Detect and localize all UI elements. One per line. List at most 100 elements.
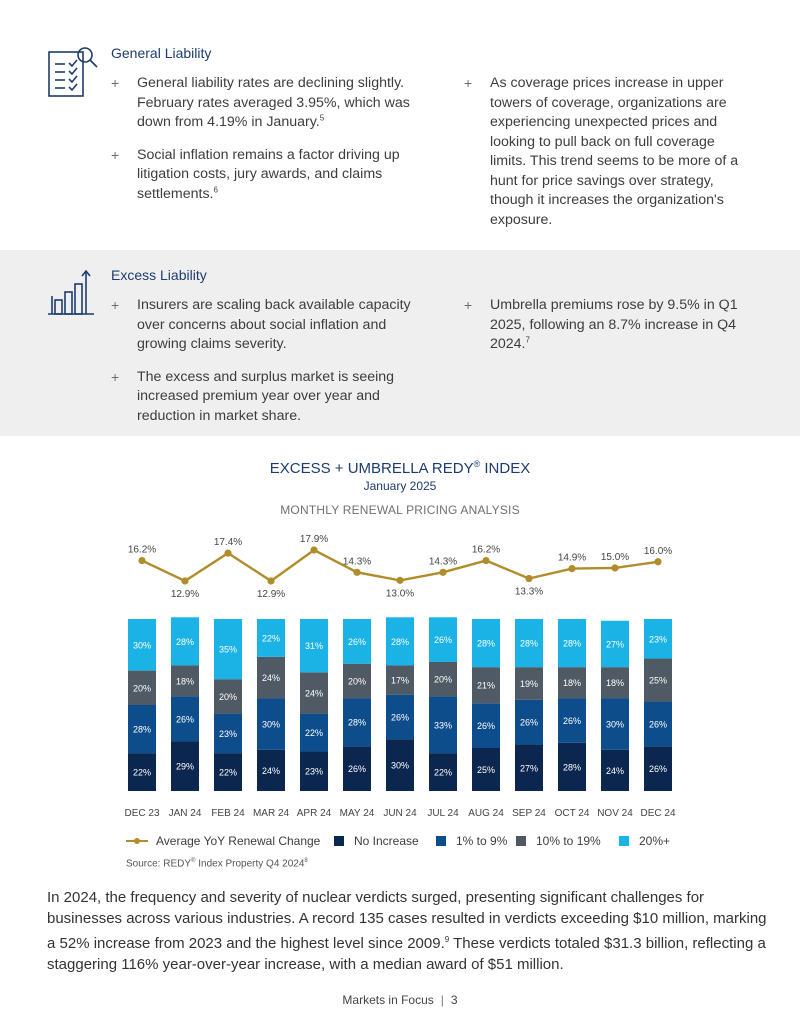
x-tick-label: JUL 24: [427, 808, 459, 819]
line-data-label: 12.9%: [171, 589, 199, 600]
bar-data-label: 20%: [219, 692, 237, 702]
redy-index-chart: 22% 28% 20% 30% DEC 23 29% 26% 18% 28% JAN 24 22% 2…: [124, 534, 675, 819]
bar-segment: [300, 713, 328, 752]
bar-segment: [515, 744, 543, 791]
x-tick-label: APR 24: [297, 808, 332, 819]
line-point: [482, 556, 490, 565]
bar-data-label: 26%: [348, 764, 366, 774]
excess-liability-section: Excess Liability + Insurers are scaling b…: [0, 250, 800, 436]
legend-item: No Increase: [334, 834, 419, 848]
bar-segment: [472, 703, 500, 748]
line-point: [353, 568, 361, 576]
rising-bar-chart-icon: [48, 269, 94, 315]
excess-liability-title: Excess Liability: [111, 267, 207, 283]
body-paragraph: In 2024, the frequency and severity of n…: [47, 889, 767, 973]
bar-data-label: 23%: [305, 767, 323, 777]
page-footer: Markets in Focus | 3: [342, 993, 458, 1007]
bar-segment: [300, 619, 328, 673]
bar-segment: [558, 742, 586, 791]
bar-data-label: 23%: [649, 634, 667, 644]
bar-segment: [214, 753, 242, 791]
legend-swatch: [619, 836, 629, 846]
bar-segment: [128, 619, 156, 671]
bullet-item: + General liability rates are declining s…: [111, 75, 410, 130]
legend-swatch: [516, 836, 526, 846]
bar-segment: [386, 739, 414, 791]
general-liability-right-bullets: + As coverage prices increase in upper to…: [464, 74, 754, 243]
line-data-label: 16.0%: [644, 546, 672, 557]
bar-segment: [214, 713, 242, 754]
bar-data-label: 22%: [133, 768, 151, 778]
legend-item: Average YoY Renewal Change: [126, 834, 320, 848]
bar-data-label: 28%: [391, 637, 409, 647]
bar-segment: [128, 670, 156, 705]
line-point: [654, 558, 662, 566]
bar-data-label: 18%: [563, 678, 581, 688]
line-point: [396, 576, 404, 584]
bar-data-label: 26%: [391, 713, 409, 723]
bar-data-label: 22%: [305, 728, 323, 738]
bar-data-label: 24%: [305, 688, 323, 698]
bar-segment: [558, 698, 586, 743]
bar-data-label: 26%: [176, 714, 194, 724]
bar-segment: [644, 619, 672, 659]
legend-label: Average YoY Renewal Change: [156, 834, 321, 848]
bar-data-label: 21%: [477, 681, 495, 691]
general-liability-section: General Liability + General liability rat…: [0, 0, 800, 250]
bar-segment: [429, 696, 457, 754]
line-data-label: 13.3%: [515, 587, 543, 598]
bar-segment: [515, 699, 543, 745]
plus-icon: +: [111, 297, 120, 313]
x-tick-label: JAN 24: [169, 808, 202, 819]
line-point: [181, 577, 189, 585]
x-tick-label: FEB 24: [211, 808, 245, 819]
line-data-label: 13.0%: [386, 588, 414, 599]
legend-label: 10% to 19%: [536, 834, 601, 848]
bar-data-label: 20%: [133, 683, 151, 693]
line-data-label: 14.3%: [429, 556, 457, 567]
excess-liability-right-bullets: + Umbrella premiums rose by 9.5% in Q1 20…: [464, 296, 754, 368]
line-data-label: 16.2%: [472, 545, 500, 556]
general-liability-left-bullets: + General liability rates are declining s…: [111, 74, 411, 217]
x-tick-label: DEC 23: [124, 808, 159, 819]
chart-title: EXCESS + UMBRELLA REDY® INDEX: [269, 459, 531, 477]
legend-label: 1% to 9%: [456, 834, 508, 848]
bar-data-label: 28%: [477, 639, 495, 649]
bar-segment: [343, 663, 371, 699]
bar-data-label: 20%: [348, 676, 366, 686]
bar-data-label: 26%: [434, 635, 452, 645]
chart-heading: MONTHLY RENEWAL PRICING ANALYSIS: [280, 503, 520, 517]
line-point: [568, 565, 576, 573]
x-tick-label: NOV 24: [597, 808, 633, 819]
bar-segment: [128, 753, 156, 791]
bar-data-label: 22%: [219, 768, 237, 778]
bar-data-label: 28%: [563, 639, 581, 649]
bar-segment: [214, 679, 242, 714]
legend-item: 1% to 9%: [436, 834, 507, 848]
bar-data-label: 26%: [649, 764, 667, 774]
bar-segment: [171, 741, 199, 791]
bar-data-label: 20%: [434, 675, 452, 685]
bar-segment: [515, 619, 543, 668]
bar-data-label: 26%: [520, 718, 538, 728]
bar-segment: [472, 748, 500, 791]
line-data-label: 12.9%: [257, 589, 285, 600]
bar-data-label: 25%: [477, 765, 495, 775]
bar-data-label: 26%: [477, 721, 495, 731]
bar-segment: [429, 662, 457, 697]
bar-segment: [343, 698, 371, 747]
line-point: [439, 568, 447, 576]
bar-data-label: 18%: [606, 678, 624, 688]
legend-swatch: [436, 836, 446, 846]
bar-data-label: 28%: [348, 718, 366, 728]
bar-segment: [601, 749, 629, 791]
bar-data-label: 30%: [262, 719, 280, 729]
checklist-search-icon: [48, 47, 98, 97]
bar-segment: [558, 619, 586, 668]
line-data-label: 16.2%: [128, 545, 156, 556]
line-data-label: 17.9%: [300, 534, 328, 545]
legend-label: No Increase: [354, 834, 419, 848]
bar-data-label: 23%: [219, 729, 237, 739]
legend-swatch: [334, 836, 344, 846]
bar-segment: [515, 667, 543, 700]
